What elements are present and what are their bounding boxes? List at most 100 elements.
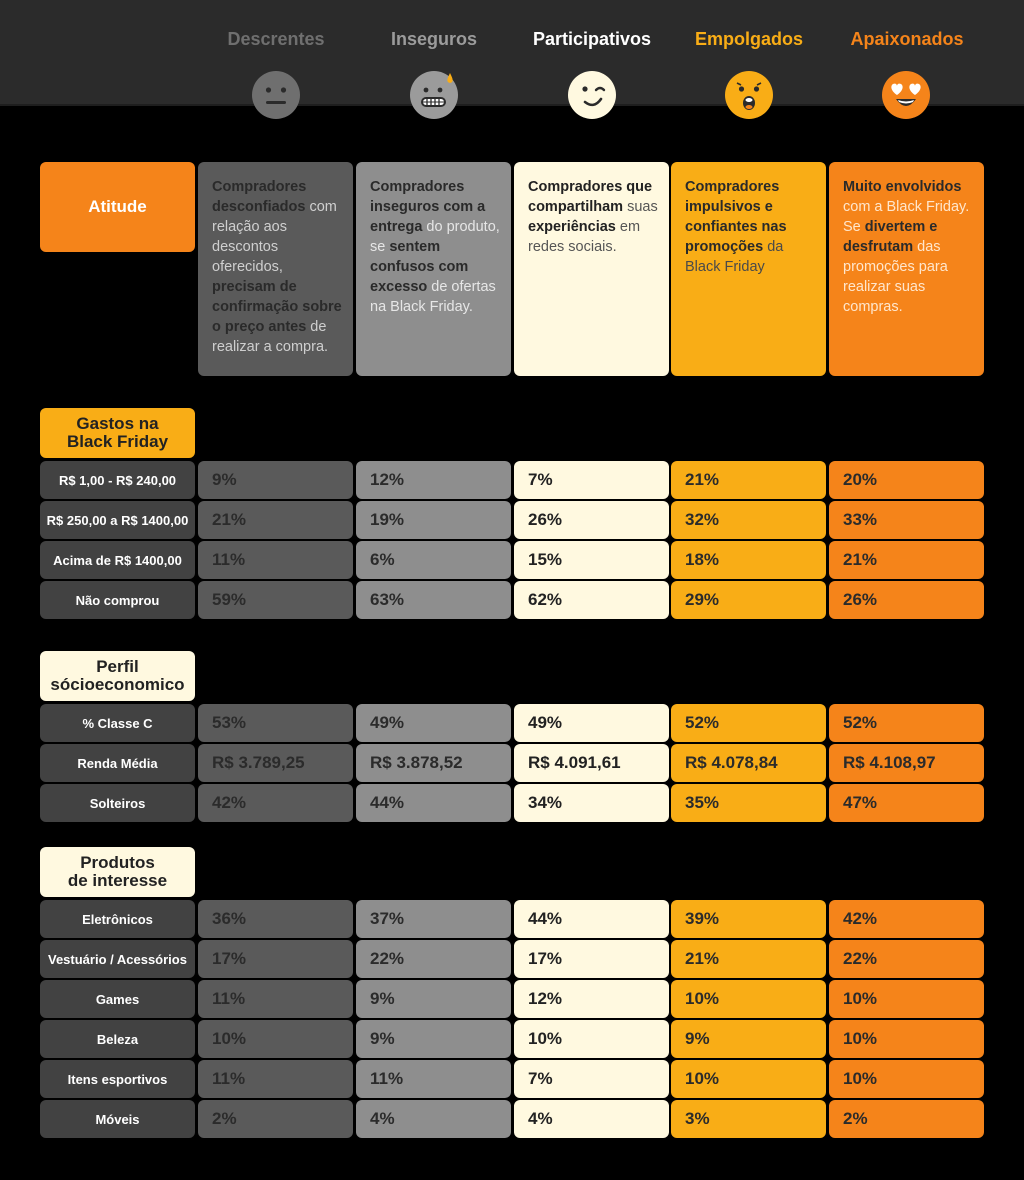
row-label: R$ 1,00 - R$ 240,00 [40,461,195,499]
neutral-face-icon [252,71,300,119]
value-cell: 4% [514,1100,669,1138]
value-cell: 29% [671,581,826,619]
value-cell: 10% [514,1020,669,1058]
value-cell: 7% [514,461,669,499]
value-cell: 3% [671,1100,826,1138]
value-cell: 35% [671,784,826,822]
description-segment: da Black Friday [685,239,784,275]
persona-descrentes-label: Descrentes [227,29,325,49]
description-segment: com a Black Friday. Se [843,199,970,235]
value-cell: 52% [829,704,984,742]
description-segment: sentem confusos com excesso [370,239,469,295]
section-title-line: Produtos [80,853,155,872]
header-bar [0,0,1024,106]
description-segment: Compradores impulsivos e confiantes nas … [685,179,787,255]
value-cell: 44% [356,784,511,822]
row-label: Renda Média [40,744,195,782]
value-cell: 49% [514,704,669,742]
value-cell: 42% [829,900,984,938]
value-cell: 6% [356,541,511,579]
value-cell: 18% [671,541,826,579]
value-cell: 20% [829,461,984,499]
winking-face-icon [568,71,616,119]
section-title-line: sócioeconomico [50,675,185,694]
grimacing-sweat-face-icon [410,71,458,119]
value-cell: 21% [198,501,353,539]
value-cell: R$ 3.878,52 [356,744,511,782]
description-segment: com relação aos descontos oferecidos, [212,199,337,275]
value-cell: R$ 4.091,61 [514,744,669,782]
description-segment: Compradores que compartilham [528,179,653,215]
value-cell: 10% [829,1060,984,1098]
attitude-description-descrentes: Compradores desconfiados com relação aos… [198,162,353,376]
description-segment: Compradores inseguros com a entrega [370,179,486,235]
value-cell: 15% [514,541,669,579]
value-cell: 2% [198,1100,353,1138]
value-cell: 17% [198,940,353,978]
value-cell: 21% [671,940,826,978]
value-cell: 62% [514,581,669,619]
value-cell: 9% [198,461,353,499]
value-cell: 33% [829,501,984,539]
attitude-description-empolgados: Compradores impulsivos e confiantes nas … [671,162,826,376]
persona-apaixonados-label: Apaixonados [850,29,964,49]
value-cell: 39% [671,900,826,938]
value-cell: 36% [198,900,353,938]
row-label: R$ 250,00 a R$ 1400,00 [40,501,195,539]
value-cell: 12% [356,461,511,499]
surprised-face-icon [725,71,773,119]
persona-inseguros-label: Inseguros [390,29,478,49]
row-label: % Classe C [40,704,195,742]
value-cell: 12% [514,980,669,1018]
section-title: Produtos de interesse [40,847,195,897]
value-cell: 49% [356,704,511,742]
value-cell: 21% [829,541,984,579]
value-cell: 11% [198,1060,353,1098]
value-cell: 10% [829,1020,984,1058]
section-title-line: Gastos na [76,414,159,433]
description-segment: das promoções para realizar suas compras… [843,239,948,315]
heart-eyes-face-icon [882,71,930,119]
description-segment: Compradores desconfiados [212,179,307,215]
value-cell: 9% [671,1020,826,1058]
persona-empolgados-label: Empolgados [694,29,803,49]
description-segment: suas [623,199,658,215]
section-title-line: de interesse [67,871,168,890]
value-cell: 9% [356,1020,511,1058]
description-segment: divertem e desfrutam [843,219,938,255]
row-label: Não comprou [40,581,195,619]
description-segment: do produto, se [370,219,500,255]
section-title-line: Black Friday [66,432,169,451]
value-cell: R$ 3.789,25 [198,744,353,782]
value-cell: 22% [829,940,984,978]
description-segment: de realizar a compra. [212,319,329,355]
value-cell: 44% [514,900,669,938]
value-cell: 10% [671,1060,826,1098]
value-cell: 32% [671,501,826,539]
value-cell: R$ 4.078,84 [671,744,826,782]
section-title: Gastos na Black Friday [40,408,195,458]
value-cell: 2% [829,1100,984,1138]
value-cell: 26% [829,581,984,619]
value-cell: 11% [356,1060,511,1098]
value-cell: 21% [671,461,826,499]
value-cell: 4% [356,1100,511,1138]
value-cell: 9% [356,980,511,1018]
value-cell: 37% [356,900,511,938]
value-cell: 10% [829,980,984,1018]
value-cell: 53% [198,704,353,742]
section-title: Perfil sócioeconomico [40,651,195,701]
value-cell: 63% [356,581,511,619]
row-label: Eletrônicos [40,900,195,938]
value-cell: 47% [829,784,984,822]
row-label: Móveis [40,1100,195,1138]
description-segment: precisam de confirmação sobre o preço an… [212,279,342,335]
persona-participativos-label: Participativos [532,29,652,49]
attitude-description-apaixonados: Muito envolvidos com a Black Friday. Se … [829,162,984,376]
row-label: Acima de R$ 1400,00 [40,541,195,579]
attitude-description-inseguros: Compradores inseguros com a entrega do p… [356,162,511,376]
value-cell: 26% [514,501,669,539]
value-cell: 17% [514,940,669,978]
row-label: Games [40,980,195,1018]
row-label: Beleza [40,1020,195,1058]
